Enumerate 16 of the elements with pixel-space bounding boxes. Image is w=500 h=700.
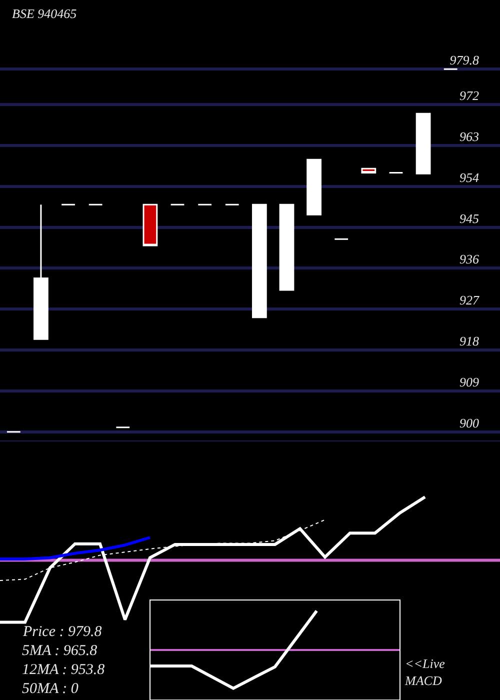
text: 5MA : 965.8 — [22, 643, 98, 659]
y-tick-label: 979.8 — [450, 52, 480, 68]
y-tick-label: 963 — [460, 128, 480, 144]
y-tick-label: 972 — [460, 88, 480, 104]
y-tick-label: 900 — [460, 415, 480, 430]
y-tick-label: 918 — [460, 334, 480, 349]
y-tick-label: 945 — [460, 210, 480, 226]
text: 12MA : 953.8 — [22, 662, 106, 678]
text: 50MA : 0 — [22, 681, 79, 697]
text: <<Live MACD — [404, 656, 446, 688]
y-tick-label: 954 — [460, 170, 480, 185]
text: Price : 979.8 — [22, 624, 102, 640]
text: BSE 940465 — [12, 6, 78, 21]
y-tick-label: 927 — [460, 292, 480, 308]
y-tick-label: 936 — [460, 252, 480, 267]
y-tick-label: 909 — [460, 374, 480, 390]
